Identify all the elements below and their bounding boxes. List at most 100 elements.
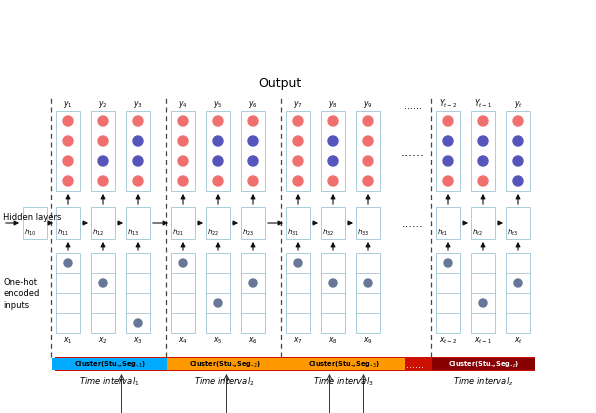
Bar — [506, 112, 530, 192]
Circle shape — [328, 117, 338, 127]
Circle shape — [293, 157, 303, 166]
Text: ......: ...... — [401, 145, 425, 158]
Bar — [282, 358, 405, 370]
Circle shape — [294, 259, 302, 267]
Text: $x_{t-2}$: $x_{t-2}$ — [439, 335, 457, 346]
Text: One-hot
encoded
inputs: One-hot encoded inputs — [3, 277, 39, 310]
Bar — [436, 207, 460, 240]
Circle shape — [248, 177, 258, 187]
Bar — [206, 254, 230, 333]
Bar — [52, 358, 167, 370]
Text: $x_3$: $x_3$ — [133, 335, 143, 346]
Circle shape — [248, 157, 258, 166]
Circle shape — [513, 117, 523, 127]
Text: $x_9$: $x_9$ — [363, 335, 373, 346]
Text: $h_{31}$: $h_{31}$ — [287, 227, 299, 237]
Text: $y_t$: $y_t$ — [514, 99, 523, 110]
Bar — [436, 254, 460, 333]
Circle shape — [133, 177, 143, 187]
Circle shape — [179, 259, 187, 267]
Text: Cluster(Stu.,Seg.$_3$): Cluster(Stu.,Seg.$_3$) — [308, 359, 379, 369]
Text: $h_{33}$: $h_{33}$ — [357, 227, 370, 237]
Bar — [436, 112, 460, 192]
Circle shape — [514, 279, 522, 287]
Circle shape — [513, 137, 523, 147]
Text: $y_5$: $y_5$ — [213, 99, 223, 110]
Circle shape — [178, 157, 188, 166]
Bar — [241, 112, 265, 192]
Circle shape — [513, 157, 523, 166]
Text: $x_1$: $x_1$ — [63, 335, 73, 346]
Circle shape — [63, 137, 73, 147]
Circle shape — [328, 137, 338, 147]
Text: $x_4$: $x_4$ — [178, 335, 188, 346]
Text: $x_{t-1}$: $x_{t-1}$ — [474, 335, 492, 346]
Circle shape — [478, 177, 488, 187]
Text: Cluster(Stu.,Seg.$_2$): Cluster(Stu.,Seg.$_2$) — [189, 359, 260, 369]
Text: $y_6$: $y_6$ — [248, 99, 258, 110]
Circle shape — [443, 137, 453, 147]
Circle shape — [133, 157, 143, 166]
Circle shape — [98, 157, 108, 166]
Text: $x_2$: $x_2$ — [98, 335, 108, 346]
Text: $h_{13}$: $h_{13}$ — [127, 227, 139, 237]
Circle shape — [328, 157, 338, 166]
Bar — [471, 112, 495, 192]
Text: ......: ...... — [402, 218, 424, 228]
Circle shape — [293, 117, 303, 127]
Circle shape — [134, 319, 142, 327]
Text: $y_2$: $y_2$ — [98, 99, 108, 110]
Text: $y_3$: $y_3$ — [133, 99, 143, 110]
Text: $h_{12}$: $h_{12}$ — [92, 227, 104, 237]
Bar — [286, 207, 310, 240]
Bar — [56, 207, 80, 240]
Circle shape — [513, 177, 523, 187]
Circle shape — [363, 177, 373, 187]
Bar — [171, 112, 195, 192]
Bar — [56, 112, 80, 192]
Text: $h_{t3}$: $h_{t3}$ — [507, 227, 518, 237]
Text: Cluster(Stu.,Seg.$_z$): Cluster(Stu.,Seg.$_z$) — [448, 359, 519, 369]
Text: $y_7$: $y_7$ — [293, 99, 303, 110]
Bar — [55, 357, 535, 371]
Text: ......: ...... — [406, 359, 424, 369]
Text: Time interval$_2$: Time interval$_2$ — [194, 375, 255, 387]
Circle shape — [363, 157, 373, 166]
Text: Output: Output — [259, 77, 302, 90]
Circle shape — [478, 157, 488, 166]
Circle shape — [213, 157, 223, 166]
Circle shape — [64, 259, 72, 267]
Circle shape — [329, 279, 337, 287]
Text: $x_8$: $x_8$ — [328, 335, 338, 346]
Circle shape — [248, 137, 258, 147]
Bar — [171, 207, 195, 240]
Text: $h_{32}$: $h_{32}$ — [322, 227, 334, 237]
Bar — [506, 207, 530, 240]
Circle shape — [328, 177, 338, 187]
Circle shape — [98, 137, 108, 147]
Circle shape — [99, 279, 107, 287]
Circle shape — [213, 177, 223, 187]
Bar — [206, 207, 230, 240]
Text: Time interval$_z$: Time interval$_z$ — [453, 375, 514, 387]
Circle shape — [213, 137, 223, 147]
Circle shape — [248, 117, 258, 127]
Text: $x_5$: $x_5$ — [213, 335, 223, 346]
Bar — [171, 254, 195, 333]
Bar — [321, 207, 345, 240]
Text: Time interval$_1$: Time interval$_1$ — [79, 375, 140, 387]
Bar — [241, 254, 265, 333]
Circle shape — [133, 137, 143, 147]
Circle shape — [98, 177, 108, 187]
Circle shape — [293, 177, 303, 187]
Text: $h_{t2}$: $h_{t2}$ — [472, 227, 483, 237]
Bar — [286, 112, 310, 192]
Circle shape — [443, 117, 453, 127]
Circle shape — [363, 137, 373, 147]
Bar — [206, 112, 230, 192]
Circle shape — [364, 279, 372, 287]
Text: $h_{t1}$: $h_{t1}$ — [437, 227, 448, 237]
Circle shape — [63, 117, 73, 127]
Circle shape — [443, 157, 453, 166]
Text: $h_{11}$: $h_{11}$ — [57, 227, 69, 237]
